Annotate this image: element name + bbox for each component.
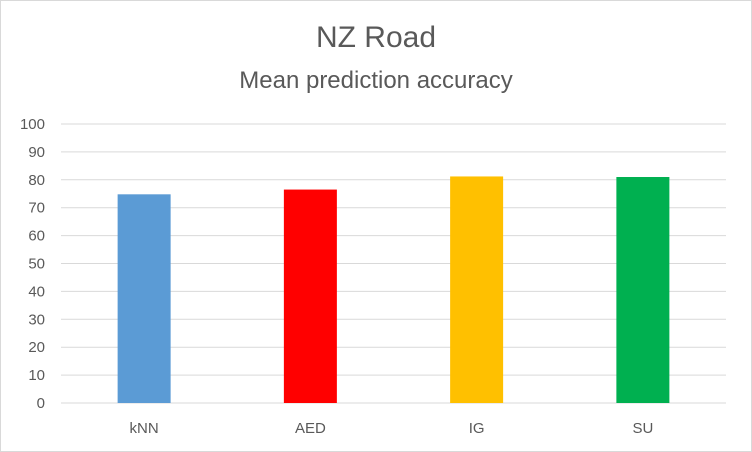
y-tick-label: 30 xyxy=(28,311,45,328)
x-tick-label: AED xyxy=(295,420,326,437)
x-tick-label: SU xyxy=(632,420,653,437)
chart-subtitle: Mean prediction accuracy xyxy=(239,67,513,94)
y-tick-label: 60 xyxy=(28,228,45,245)
y-tick-label: 10 xyxy=(28,367,45,384)
y-tick-label: 20 xyxy=(28,339,45,356)
y-tick-label: 50 xyxy=(28,256,45,273)
bar-ig xyxy=(450,176,504,403)
bar-su xyxy=(616,177,670,403)
bar-aed xyxy=(283,189,337,403)
y-tick-label: 90 xyxy=(28,144,45,161)
y-tick-label: 40 xyxy=(28,283,45,300)
bar-knn xyxy=(117,194,171,403)
chart-title: NZ Road xyxy=(315,21,437,54)
y-tick-label: 80 xyxy=(28,172,45,189)
x-tick-label: IG xyxy=(469,420,485,437)
y-tick-label: 100 xyxy=(20,116,45,133)
y-tick-label: 0 xyxy=(37,395,45,412)
x-tick-label: kNN xyxy=(130,420,159,437)
y-tick-label: 70 xyxy=(28,200,45,217)
